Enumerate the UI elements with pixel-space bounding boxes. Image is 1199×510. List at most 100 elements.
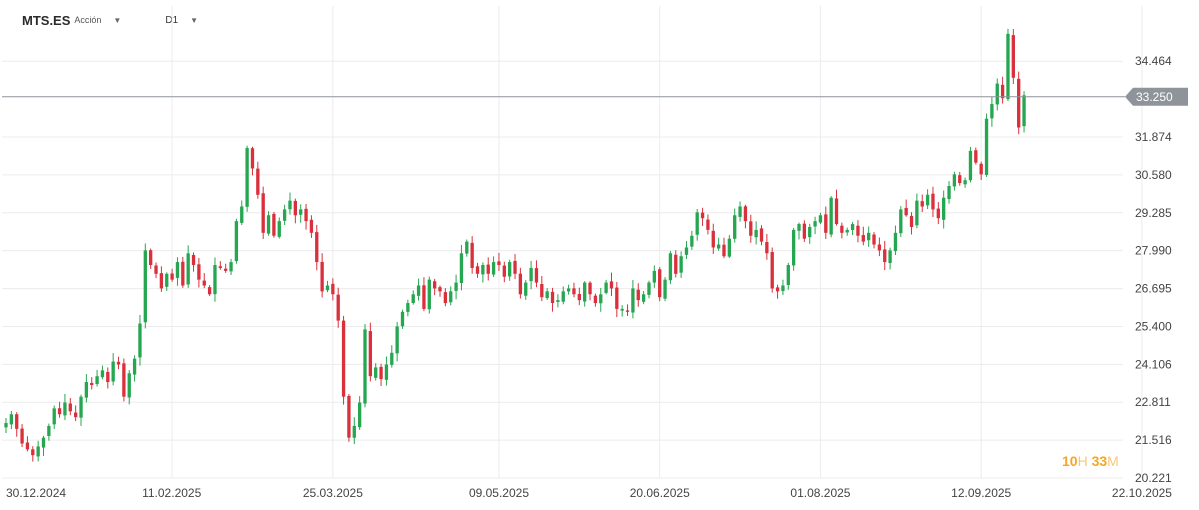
candle — [942, 190, 946, 229]
candle — [9, 410, 14, 430]
instrument-type-label: Acción — [74, 15, 102, 25]
candle-body — [513, 260, 517, 274]
candle-body — [508, 262, 512, 277]
current-price-label: 33.250 — [1136, 90, 1173, 104]
candle — [486, 257, 490, 281]
candle-body — [566, 288, 571, 292]
candle — [240, 200, 244, 225]
candle-body — [379, 366, 383, 380]
candle — [475, 262, 480, 278]
candle-body — [272, 213, 276, 236]
candle — [234, 218, 239, 264]
candle-body — [411, 294, 415, 304]
candle-body — [866, 232, 871, 241]
candle — [438, 285, 442, 297]
candle — [668, 251, 673, 285]
candle — [497, 252, 501, 271]
candle — [127, 370, 131, 405]
candle — [706, 214, 710, 235]
candle — [915, 193, 919, 229]
candle-body — [518, 273, 523, 295]
candle — [315, 224, 319, 271]
candle — [931, 186, 935, 217]
candle-body — [754, 229, 758, 238]
candle — [122, 358, 126, 402]
candle-body — [406, 303, 410, 312]
candle — [1006, 28, 1010, 102]
candle-body — [116, 361, 121, 365]
candle-body — [127, 373, 131, 398]
candle-body — [416, 285, 421, 296]
candle-body — [952, 174, 957, 187]
candle-body — [979, 163, 983, 175]
candle — [95, 369, 99, 387]
candle-body — [36, 446, 40, 457]
price-tick-label: 31.874 — [1135, 130, 1172, 144]
candle-body — [995, 83, 999, 105]
candle-body — [797, 224, 801, 231]
candle-body — [663, 279, 667, 299]
candle — [877, 237, 882, 257]
candle-body — [733, 215, 737, 239]
candle-body — [942, 197, 946, 220]
candle — [925, 189, 930, 210]
candle-body — [668, 253, 673, 281]
candle-body — [197, 264, 201, 280]
candle — [883, 240, 887, 271]
candle — [797, 222, 801, 240]
candle — [325, 280, 330, 293]
candle — [25, 436, 30, 452]
candle — [674, 250, 678, 278]
candle-body — [320, 261, 324, 292]
candle-body — [502, 265, 506, 277]
candle-body — [540, 284, 544, 298]
symbol-dropdown-icon[interactable]: ▼ — [113, 15, 122, 25]
candle — [722, 237, 726, 259]
candle-body — [304, 208, 308, 222]
candle — [213, 257, 217, 302]
candle — [663, 277, 667, 302]
candle-body — [438, 287, 442, 292]
candle-body — [277, 221, 281, 237]
chart-grid — [2, 6, 1143, 479]
candle — [561, 286, 565, 305]
candle-body — [524, 282, 528, 296]
candle-body — [759, 228, 764, 242]
candle — [647, 280, 651, 299]
candle — [534, 260, 539, 288]
candle — [411, 290, 415, 305]
candle — [733, 208, 737, 243]
candle — [502, 261, 506, 283]
candle-body — [684, 247, 689, 255]
candle-body — [240, 206, 244, 223]
candle-body — [545, 291, 549, 299]
candle — [116, 356, 121, 370]
price-tick-label: 20.221 — [1135, 471, 1172, 485]
candle — [481, 262, 485, 283]
candle — [861, 226, 865, 246]
candle — [224, 263, 228, 273]
candle-body — [920, 201, 924, 207]
date-tick-label: 11.02.2025 — [142, 486, 201, 500]
candle-body — [947, 186, 951, 200]
candle — [170, 268, 174, 282]
candle-body — [111, 361, 115, 382]
price-tick-label: 21.516 — [1135, 433, 1172, 447]
candle-body — [384, 364, 389, 380]
candle-body — [770, 252, 774, 289]
timeframe-dropdown-icon[interactable]: ▼ — [190, 15, 199, 25]
candle-body — [154, 265, 158, 274]
candle — [4, 417, 8, 433]
candle-body — [915, 200, 919, 226]
candle-body — [347, 395, 351, 438]
candle-body — [861, 235, 865, 242]
candle — [904, 199, 908, 217]
candle-body — [958, 175, 962, 184]
bar-countdown: 10H 33M — [1062, 453, 1119, 469]
candle-body — [352, 425, 356, 438]
price-tick-label: 22.811 — [1135, 395, 1171, 409]
candle-body — [100, 370, 105, 378]
candle — [518, 267, 523, 299]
candle — [368, 322, 373, 382]
